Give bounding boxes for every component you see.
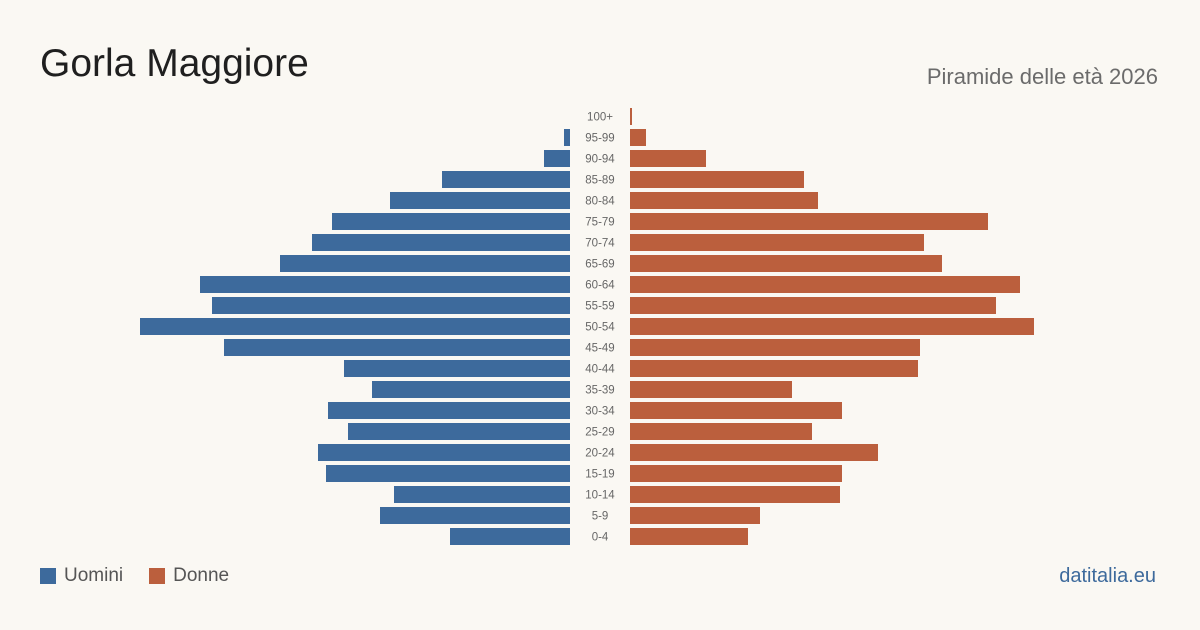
bar-men-95-99 [564,129,570,146]
bar-women-25-29 [630,423,812,440]
bar-women-90-94 [630,150,706,167]
bar-men-30-34 [328,402,570,419]
age-label-90-94: 90-94 [585,154,615,166]
brand-link[interactable]: datitalia.eu [1059,565,1156,587]
bar-women-0-4 [630,528,748,545]
legend-label-women: Donne [173,565,230,586]
bar-men-80-84 [390,192,570,209]
age-label-80-84: 80-84 [585,196,615,208]
bar-men-45-49 [224,339,570,356]
age-label-30-34: 30-34 [585,406,615,418]
bar-men-40-44 [344,360,570,377]
chart-title: Gorla Maggiore [40,42,309,85]
bar-men-55-59 [212,297,570,314]
bar-men-15-19 [326,465,570,482]
age-label-5-9: 5-9 [592,511,609,523]
age-label-40-44: 40-44 [585,364,615,376]
bar-women-55-59 [630,297,996,314]
bar-women-5-9 [630,507,760,524]
age-label-20-24: 20-24 [585,448,615,460]
age-label-75-79: 75-79 [585,217,614,229]
legend-item-men: Uomini [40,565,123,587]
age-label-65-69: 65-69 [585,259,614,271]
age-label-10-14: 10-14 [585,490,615,502]
bar-women-85-89 [630,171,804,188]
age-label-35-39: 35-39 [585,385,614,397]
bar-men-0-4 [450,528,570,545]
bar-women-95-99 [630,129,646,146]
bar-men-85-89 [442,171,570,188]
bar-men-75-79 [332,213,570,230]
bar-women-70-74 [630,234,924,251]
bar-men-10-14 [394,486,570,503]
bar-women-20-24 [630,444,878,461]
legend-item-women: Donne [149,565,229,587]
bar-women-40-44 [630,360,918,377]
age-label-70-74: 70-74 [585,238,615,250]
bar-women-50-54 [630,318,1034,335]
age-label-25-29: 25-29 [585,427,614,439]
age-label-45-49: 45-49 [585,343,614,355]
bar-women-45-49 [630,339,920,356]
age-label-55-59: 55-59 [585,301,614,313]
age-label-0-4: 0-4 [592,532,609,544]
age-label-50-54: 50-54 [585,322,615,334]
bar-women-60-64 [630,276,1020,293]
bar-women-80-84 [630,192,818,209]
bar-women-100plus [630,108,632,125]
bar-women-10-14 [630,486,840,503]
bar-women-75-79 [630,213,988,230]
age-label-95-99: 95-99 [585,133,614,145]
bar-women-65-69 [630,255,942,272]
legend-swatch-women [149,568,166,584]
age-label-100plus: 100+ [587,112,613,124]
bar-women-15-19 [630,465,842,482]
age-label-85-89: 85-89 [585,175,614,187]
bar-women-30-34 [630,402,842,419]
bar-men-70-74 [312,234,570,251]
bar-men-50-54 [140,318,570,335]
bar-men-35-39 [372,381,570,398]
bar-men-90-94 [544,150,570,167]
bar-men-60-64 [200,276,570,293]
age-label-15-19: 15-19 [585,469,614,481]
legend-swatch-men [40,568,56,584]
bar-men-65-69 [280,255,570,272]
legend-label-men: Uomini [64,565,124,586]
bar-men-5-9 [380,507,570,524]
bar-men-20-24 [318,444,570,461]
bar-men-25-29 [348,423,570,440]
bar-women-35-39 [630,381,792,398]
chart-subtitle: Piramide delle età 2026 [926,64,1158,89]
legend: Uomini Donne [40,565,255,587]
age-label-60-64: 60-64 [585,280,615,292]
